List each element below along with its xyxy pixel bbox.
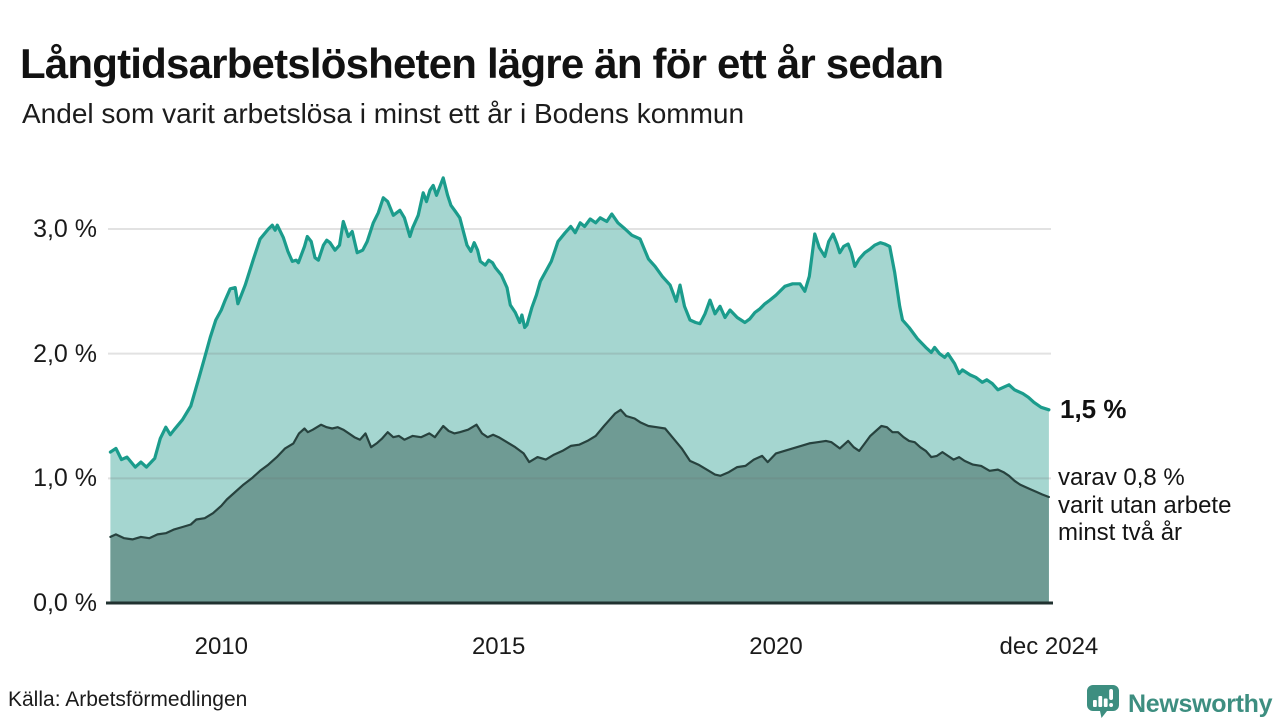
x-tick-label: 2010: [194, 633, 248, 660]
x-tick-label: 2020: [749, 633, 803, 660]
brand-name: Newsworthy: [1128, 690, 1273, 718]
y-tick-label: 2,0 %: [33, 339, 97, 368]
y-tick-label: 0,0 %: [33, 589, 97, 617]
y-tick-label: 1,0 %: [33, 464, 97, 493]
series-line-0: [108, 176, 1051, 469]
end-value-label: 1,5 %: [1060, 394, 1127, 424]
series-area-0: [110, 177, 1049, 603]
x-tick-label: 2015: [471, 633, 526, 660]
source-note: Källa: Arbetsförmedlingen: [8, 688, 248, 711]
sub-annotation: varav 0,8 % varit utan arbete minst två …: [1058, 464, 1231, 547]
series-area-1: [110, 409, 1049, 603]
page-title: Långtidsarbetslösheten lägre än för ett …: [20, 40, 944, 88]
series-line-1: [109, 408, 1050, 541]
y-tick-label: 3,0 %: [33, 214, 97, 243]
sub-annotation-line-2: varit utan arbete: [1058, 491, 1232, 519]
chart-speech-bubble-icon: [1086, 684, 1120, 724]
x-tick-label: dec 2024: [999, 633, 1099, 660]
page-subtitle: Andel som varit arbetslösa i minst ett å…: [22, 98, 745, 129]
sub-annotation-line-3: minst två år: [1058, 519, 1183, 546]
sub-annotation-line-1: varav 0,8 %: [1058, 464, 1185, 491]
brand-logo: Newsworthy: [1086, 684, 1273, 724]
